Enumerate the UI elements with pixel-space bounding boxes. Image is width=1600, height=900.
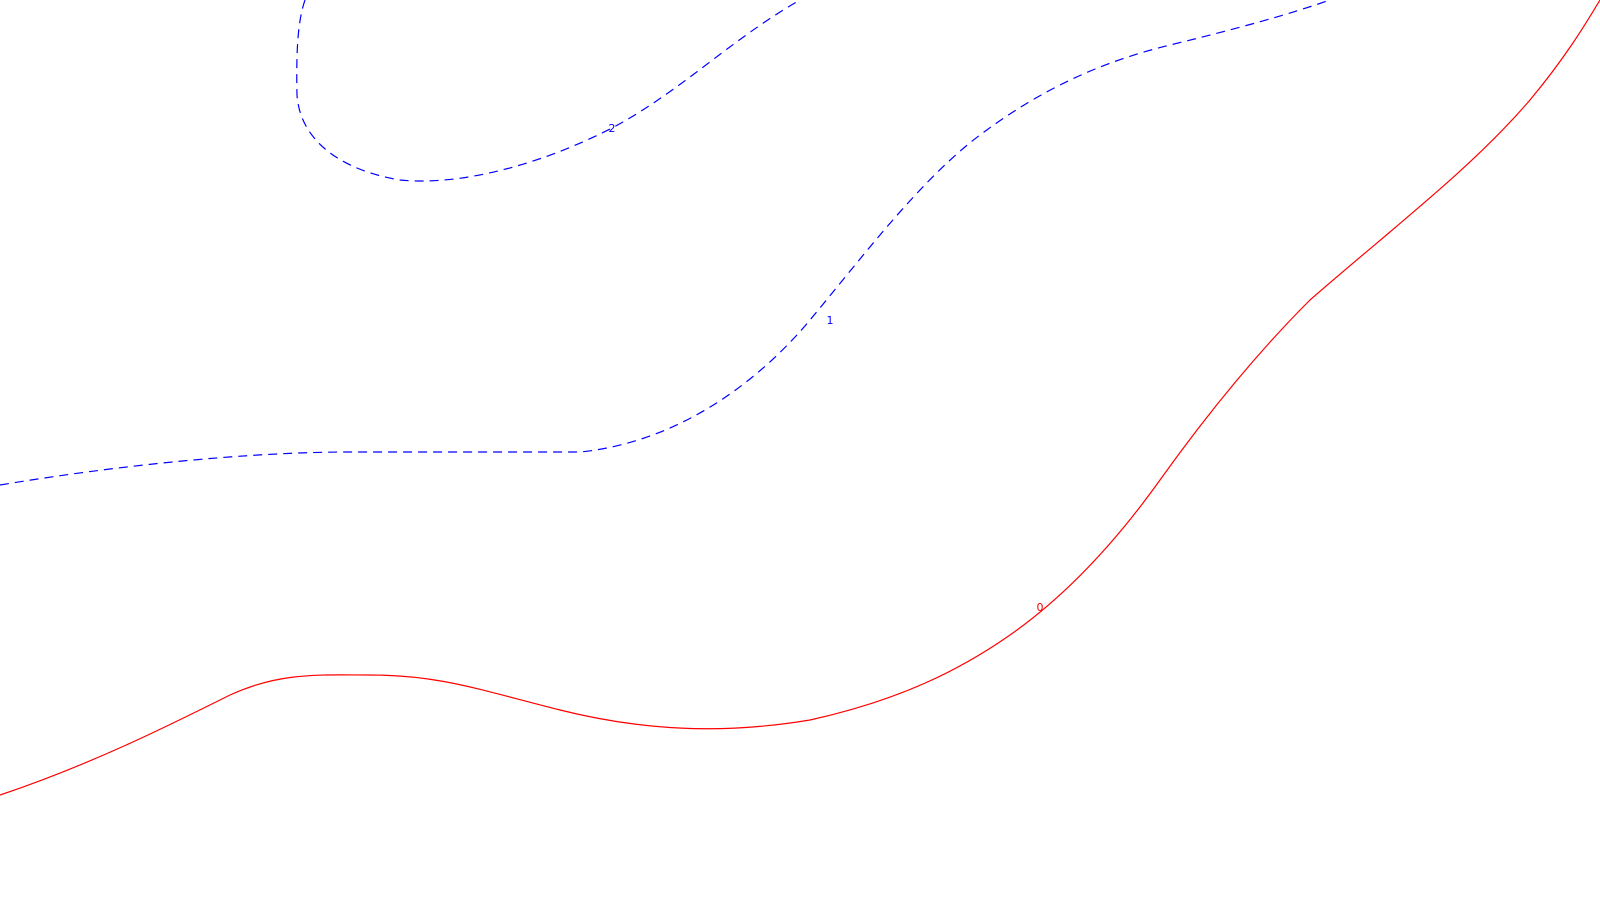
contour-line-level-2 xyxy=(296,0,801,182)
contour-label-level-2: 2 xyxy=(609,122,616,135)
contour-line-level-1 xyxy=(0,0,1331,486)
contour-label-level-1: 1 xyxy=(827,314,834,327)
contour-label-level-0: 0 xyxy=(1037,601,1044,614)
contour-line-level-0 xyxy=(0,0,1600,796)
